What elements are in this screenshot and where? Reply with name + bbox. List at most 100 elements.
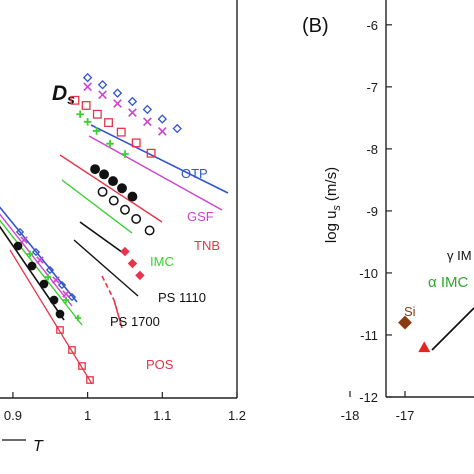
series-label-ps1700: PS 1700 — [110, 314, 160, 329]
series-label-pos: POS — [146, 357, 174, 372]
fit-line-pos — [113, 299, 123, 329]
y-label-sub: s — [331, 205, 343, 211]
label-si: Si — [404, 304, 416, 319]
left-cluster-point — [44, 273, 52, 281]
panel-b-label: (B) — [302, 15, 329, 37]
panel-b: (B) -6 -7 -8 -9 -10 -11 -12 -18 -17 log us (m/s)… — [302, 0, 474, 423]
series-label-gsf: GSF — [187, 209, 214, 224]
left-cluster-point — [57, 280, 67, 290]
panel-a-x-label-fragment: T — [33, 438, 44, 455]
y-label-unit: (m/s) — [323, 167, 340, 201]
point-otp — [82, 72, 93, 83]
x-tick-label: 1.2 — [228, 408, 246, 423]
point-pos — [127, 258, 138, 269]
point-otp — [97, 80, 108, 90]
left-cluster-point — [45, 265, 55, 275]
left-cluster-point — [74, 314, 82, 322]
left-cluster-point — [86, 376, 94, 384]
left-cluster-point — [62, 296, 70, 304]
x-tick-label: -17 — [396, 408, 415, 423]
svg-text:log us(m/s): log us (m/s) — [323, 167, 343, 243]
fit-line-imc-low — [0, 219, 83, 326]
left-cluster-point — [39, 279, 49, 289]
y-tick-label: -9 — [366, 204, 378, 219]
left-cluster-point — [55, 309, 65, 319]
panel-b-x-ticks: -18 -17 — [341, 391, 415, 423]
panel-a-fit-lines — [0, 124, 229, 385]
label-alpha-imc: α IMC — [428, 274, 469, 291]
left-cluster-point — [26, 250, 34, 258]
fit-line-pos-dashed — [101, 275, 115, 301]
point-imc — [92, 127, 101, 135]
x-tick-label: 1.1 — [153, 408, 171, 423]
point-ps1700 — [108, 195, 119, 206]
fit-line-ps1110 — [79, 221, 127, 256]
point-ps1110 — [99, 169, 110, 180]
point-otp — [157, 114, 168, 124]
point-imc — [83, 117, 92, 126]
y-tick-label: -11 — [360, 328, 378, 343]
y-tick-label: -8 — [366, 142, 378, 157]
panel-a: Ds T 0.9 1 1.1 1.2 OTP GSF TNB IMC — [0, 0, 246, 455]
fit-line-tnb — [59, 154, 163, 223]
point-tnb — [81, 101, 91, 110]
point-imc — [121, 150, 129, 158]
point-tnb — [104, 118, 113, 128]
point-tnb — [131, 138, 141, 148]
left-cluster-point — [27, 261, 37, 271]
x-tick-label: -18 — [341, 408, 360, 423]
point-tnb — [146, 148, 156, 158]
point-imc — [76, 110, 84, 119]
left-cluster-point — [78, 362, 86, 370]
point-tnb — [92, 109, 102, 119]
panel-a-title-main: D — [52, 82, 67, 105]
panel-a-series-labels: OTP GSF TNB IMC PS 1110 PS 1700 POS — [110, 166, 220, 372]
point-otp — [142, 104, 153, 115]
fit-line-gsf — [88, 135, 223, 211]
panel-a-left-cluster — [13, 227, 94, 384]
point-ps1110 — [90, 164, 101, 175]
panel-b-y-axis-label: log us (m/s) — [323, 167, 343, 243]
y-tick-label: -7 — [366, 80, 378, 95]
fit-line-gsf-low — [0, 213, 73, 307]
point-ps1700 — [131, 213, 142, 224]
point-otp — [172, 123, 182, 134]
left-cluster-point — [56, 326, 64, 334]
left-cluster-point — [15, 227, 25, 237]
point-pos — [135, 270, 145, 281]
panel-b-fit-line — [431, 307, 474, 351]
left-cluster-point — [13, 241, 23, 251]
point-ps1110 — [127, 191, 138, 202]
panel-a-x-ticks: 0.9 1 1.1 1.2 — [4, 392, 246, 423]
panel-b-y-ticks: -6 -7 -8 -9 -10 -11 -12 — [359, 18, 392, 405]
series-label-ps1110: PS 1110 — [158, 290, 206, 305]
x-tick-label: 1 — [84, 408, 91, 423]
y-label-main: log u — [323, 211, 340, 244]
point-ps1700 — [144, 225, 155, 236]
fit-line-ps1700 — [73, 239, 139, 297]
y-tick-label: -10 — [359, 266, 378, 281]
left-cluster-point — [68, 346, 76, 354]
series-label-imc: IMC — [150, 254, 174, 269]
left-cluster-point — [49, 295, 59, 305]
point-gsf — [113, 99, 122, 108]
point-unlabeled — [418, 341, 431, 353]
label-gamma-imc: γ IM — [447, 248, 472, 263]
point-imc — [106, 139, 114, 148]
point-gsf — [143, 117, 152, 127]
point-pos — [120, 246, 130, 257]
point-otp — [112, 88, 123, 98]
left-cluster-point — [62, 290, 70, 298]
fit-line-imc — [61, 179, 133, 234]
left-cluster-point — [52, 276, 60, 284]
left-cluster-point — [20, 236, 28, 244]
x-tick-label: 0.9 — [4, 408, 22, 423]
fit-line-otp — [90, 124, 229, 194]
point-tnb — [70, 95, 80, 105]
fit-line-tnb-low — [9, 249, 93, 385]
left-cluster-point — [31, 247, 41, 257]
y-tick-label: -6 — [366, 18, 378, 33]
point-otp — [127, 96, 138, 107]
point-gsf — [83, 82, 92, 92]
